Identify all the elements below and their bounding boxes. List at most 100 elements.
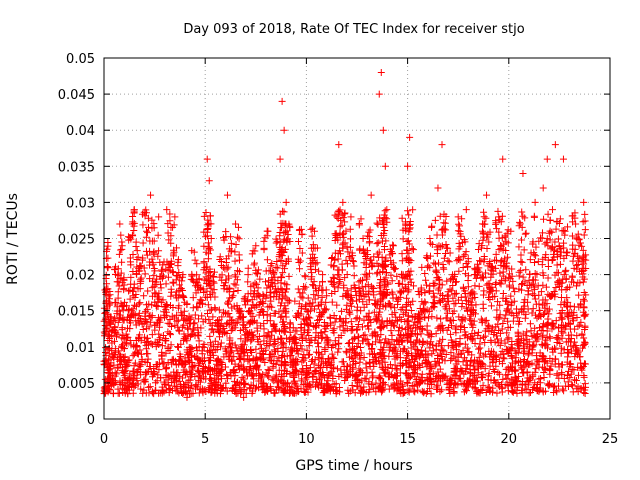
data-point-fill	[503, 335, 511, 343]
data-point-fill	[532, 243, 540, 251]
data-point-fill	[467, 312, 475, 320]
data-point-fill	[150, 369, 158, 377]
data-point-fill	[556, 245, 564, 253]
data-point-fill	[471, 384, 479, 392]
data-point-fill	[347, 327, 355, 335]
data-point-fill	[330, 354, 338, 362]
data-point-fill	[464, 348, 472, 356]
data-point-fill	[576, 279, 584, 287]
data-point-fill	[269, 276, 277, 284]
data-point-fill	[559, 385, 567, 393]
data-point-fill	[144, 287, 152, 295]
data-point-fill	[135, 312, 143, 320]
data-point-fill	[179, 336, 187, 344]
data-point-fill	[188, 364, 196, 372]
data-point-fill	[164, 359, 172, 367]
data-point-fill	[499, 319, 507, 327]
data-point-fill	[570, 338, 578, 346]
data-point-fill	[479, 381, 487, 389]
data-point-fill	[418, 360, 426, 368]
data-point-fill	[410, 368, 418, 376]
data-point-fill	[129, 352, 137, 360]
data-point-fill	[423, 358, 431, 366]
data-point-fill	[488, 263, 496, 271]
data-point	[355, 278, 363, 286]
data-point-fill	[539, 388, 547, 396]
data-point-fill	[354, 339, 362, 347]
data-point-fill	[388, 331, 396, 339]
data-point-fill	[264, 372, 272, 380]
data-point-fill	[341, 218, 349, 226]
data-point-fill	[576, 239, 584, 247]
data-point-fill	[388, 288, 396, 296]
data-point-fill	[344, 248, 352, 256]
data-point-fill	[365, 239, 373, 247]
data-point-fill	[323, 322, 331, 330]
data-point-fill	[407, 278, 415, 286]
data-point-fill	[498, 325, 506, 333]
data-point-fill	[304, 294, 312, 302]
data-point-fill	[130, 227, 138, 235]
data-point-fill	[111, 324, 119, 332]
data-point-fill	[556, 260, 564, 268]
data-point-fill	[209, 278, 217, 286]
data-point-fill	[552, 284, 560, 292]
data-point-fill	[379, 352, 387, 360]
data-point-fill	[496, 370, 504, 378]
data-point-fill	[526, 256, 534, 264]
data-point-fill	[354, 333, 362, 341]
data-point-fill	[419, 376, 427, 384]
data-point-fill	[249, 281, 257, 289]
data-point-fill	[572, 282, 580, 290]
data-point-fill	[308, 357, 316, 365]
data-point-fill	[265, 366, 273, 374]
y-tick-label: 0.005	[58, 377, 95, 392]
data-point-fill	[321, 306, 329, 314]
data-point-fill	[142, 233, 150, 241]
data-point-fill	[206, 212, 214, 220]
data-point-fill	[380, 343, 388, 351]
data-point-fill	[484, 230, 492, 238]
data-point-fill	[167, 285, 175, 293]
data-point-fill	[514, 373, 522, 381]
data-point-fill	[263, 384, 271, 392]
data-point-fill	[487, 327, 495, 335]
data-point-fill	[457, 322, 465, 330]
data-point-fill	[407, 325, 415, 333]
data-point-fill	[348, 323, 356, 331]
y-axis-ticks: 00.0050.010.0150.020.0250.030.0350.040.0…	[58, 52, 610, 428]
data-point-fill	[351, 284, 359, 292]
data-point-fill	[443, 277, 451, 285]
data-point-fill	[159, 296, 167, 304]
data-point-fill	[332, 380, 340, 388]
x-tick-label: 15	[399, 432, 416, 447]
data-point-fill	[270, 309, 278, 317]
data-point-fill	[118, 326, 126, 334]
data-point-fill	[278, 312, 286, 320]
data-point-fill	[452, 346, 460, 354]
data-point-fill	[557, 349, 565, 357]
data-point-fill	[398, 280, 406, 288]
data-point-fill	[459, 358, 467, 366]
data-point-fill	[112, 378, 120, 386]
data-point-fill	[553, 269, 561, 277]
data-point-fill	[429, 341, 437, 349]
data-point-fill	[360, 249, 368, 257]
data-point-fill	[573, 313, 581, 321]
data-point-fill	[204, 216, 212, 224]
data-point-fill	[211, 293, 219, 301]
data-point	[282, 198, 290, 206]
data-point-fill	[148, 331, 156, 339]
data-point-fill	[425, 287, 433, 295]
data-point-fill	[479, 236, 487, 244]
data-point-fill	[498, 388, 506, 396]
data-point-fill	[291, 357, 299, 365]
data-point-fill	[418, 350, 426, 358]
data-point-fill	[521, 230, 529, 238]
data-point-fill	[472, 310, 480, 318]
data-point-fill	[335, 279, 343, 287]
data-point-fill	[399, 235, 407, 243]
data-point-fill	[155, 316, 163, 324]
data-point-fill	[167, 322, 175, 330]
data-point-fill	[514, 348, 522, 356]
